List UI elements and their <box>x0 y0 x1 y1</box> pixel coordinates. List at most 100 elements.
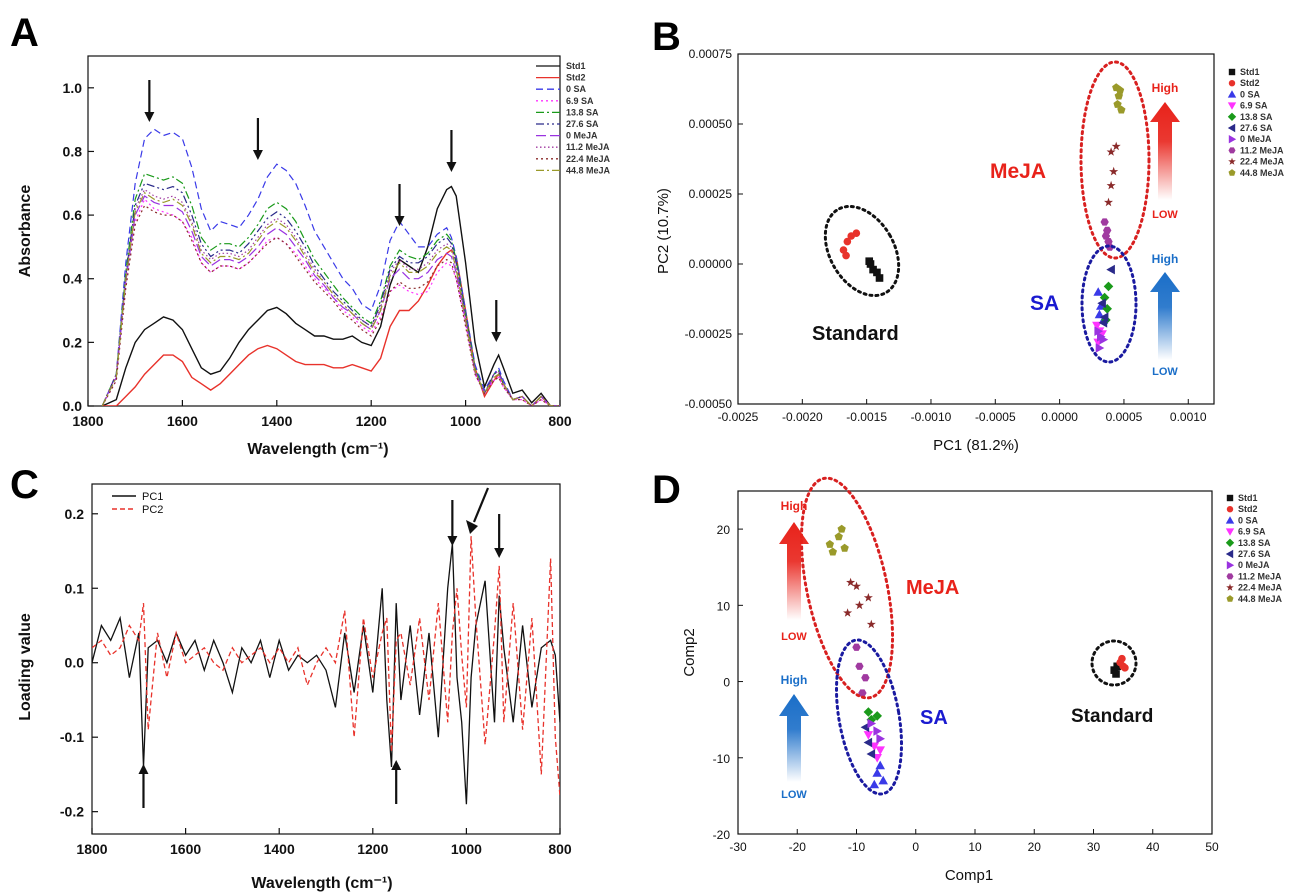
panel-d-xtick-label: 40 <box>1146 840 1160 854</box>
high-label-red: High <box>1152 81 1179 95</box>
panel-d-legend-label: 44.8 MeJA <box>1238 594 1283 604</box>
panel-c-arrow-down-icon <box>494 548 505 558</box>
panel-b-ytick-label: -0.00050 <box>685 397 733 411</box>
panel-b-frame <box>737 53 1215 405</box>
panel-d-legend-marker <box>1226 573 1234 580</box>
increase-arrow-red-icon-d <box>779 522 809 620</box>
panel-d-point <box>840 543 849 552</box>
panel-c-frame <box>91 483 561 835</box>
panel-b-point <box>1099 292 1110 303</box>
panel-b-legend-marker <box>1228 157 1236 165</box>
panel-b-xtick-label: -0.0015 <box>846 410 887 424</box>
panel-d-frame <box>737 490 1213 835</box>
panel-a-legend-label: 44.8 MeJA <box>566 165 611 175</box>
panel-b-point <box>1103 281 1114 292</box>
panel-d-xtick-label: 0 <box>912 840 919 854</box>
panel-d-xtick-label: -20 <box>789 840 807 854</box>
panel-a-legend-label: Std2 <box>566 73 586 83</box>
panel-b-legend-marker <box>1227 90 1237 98</box>
panel-a-arrow-down-icon <box>446 162 457 172</box>
standard-label-d: Standard <box>1071 706 1153 727</box>
panel-d-point <box>825 540 834 548</box>
panel-b-xtick-label: 0.0000 <box>1041 410 1078 424</box>
panel-b-point <box>1106 147 1116 156</box>
panel-letter-a: A <box>10 11 39 55</box>
panel-b-point <box>1104 197 1113 207</box>
panel-b-point <box>843 237 852 246</box>
high-label-red-d: High <box>781 499 808 513</box>
panel-b-legend-label: 27.6 SA <box>1240 123 1273 133</box>
panel-d-point <box>866 619 876 629</box>
mejja-label: MeJA <box>990 160 1046 183</box>
panel-a-arrow-down-icon <box>394 216 405 226</box>
panel-d-legend-label: 6.9 SA <box>1238 527 1266 537</box>
panel-c-xtick-label: 800 <box>548 841 572 857</box>
panel-a-series-line <box>102 249 560 406</box>
panel-a-ytick-label: 0.0 <box>63 398 83 414</box>
panel-c-xtick-label: 1400 <box>264 841 295 857</box>
panel-c-ytick-label: 0.2 <box>65 506 85 522</box>
low-label-red-d: LOW <box>781 631 807 643</box>
panel-b-point <box>1094 326 1103 336</box>
panel-a-frame <box>87 55 561 407</box>
panel-b-point <box>1099 334 1109 345</box>
increase-arrow-blue-icon <box>1150 272 1180 360</box>
panel-d-legend-marker <box>1226 506 1234 513</box>
panel-d-legend-label: 0 SA <box>1238 515 1259 525</box>
panel-c-arrow-slanted-icon <box>466 520 478 534</box>
panel-b-legend-marker <box>1227 123 1236 133</box>
high-label-blue: High <box>1152 252 1179 266</box>
panel-b-ylabel: PC2 (10.7%) <box>655 188 672 274</box>
panel-c-arrow-up-icon <box>138 764 149 774</box>
panel-d-ytick-label: 10 <box>717 599 731 613</box>
panel-d-point <box>878 775 888 785</box>
panel-d-ytick-label: 20 <box>717 523 731 537</box>
panel-d-point <box>854 600 864 610</box>
low-label-blue: LOW <box>1152 366 1178 378</box>
panel-a-ytick-label: 0.8 <box>63 143 83 159</box>
panel-b-legend-marker <box>1228 135 1237 144</box>
panel-c-xlabel: Wavelength (cm⁻¹) <box>251 875 392 892</box>
panel-b-point <box>1095 343 1105 353</box>
panel-b-pca: -0.0025 -0.0020 -0.0015 -0.0010 -0.0005 0.000… <box>655 47 1285 454</box>
panel-c-ytick-label: 0.0 <box>65 655 85 671</box>
panel-d-xtick-label: 20 <box>1028 840 1042 854</box>
panel-b-point <box>842 251 850 260</box>
panel-a-xtick-label: 1200 <box>356 413 387 429</box>
panel-b-point <box>873 268 881 277</box>
panel-d-legend-marker <box>1225 516 1235 524</box>
panel-b-annotations: Standard MeJA SA High LOW High LOW <box>812 60 1180 378</box>
panel-a-series-line <box>101 198 560 406</box>
panel-b-ytick-label: 0.00075 <box>689 47 733 61</box>
panel-d-ytick-label: -10 <box>713 752 731 766</box>
panel-d-point <box>855 662 864 670</box>
standard-cluster-ellipse-d <box>1090 639 1138 687</box>
panel-d-pls: -30 -20 -10 0 10 20 30 40 50-20-1001020Comp1Comp… <box>681 490 1283 884</box>
panel-letter-d: D <box>652 468 681 512</box>
panel-d-legend-label: 0 MeJA <box>1238 560 1270 570</box>
panel-d-point <box>846 577 856 587</box>
panel-a-series-line <box>101 182 560 406</box>
panel-b-point <box>1109 166 1119 176</box>
panel-d-legend-marker <box>1226 561 1235 570</box>
panel-a-legend-label: 13.8 SA <box>566 107 599 117</box>
panel-d-legend-label: 11.2 MeJA <box>1238 571 1282 581</box>
panel-a-series-line <box>101 191 560 406</box>
panel-b-legend-label: 44.8 MeJA <box>1240 168 1285 178</box>
panel-b-legend-label: 22.4 MeJA <box>1240 157 1285 167</box>
panel-d-point <box>861 674 870 682</box>
panel-c-xtick-label: 1000 <box>451 841 482 857</box>
mejja-label-d: MeJA <box>906 577 959 599</box>
panel-b-legend-label: 0 SA <box>1240 89 1261 99</box>
panel-d-point <box>876 733 885 744</box>
low-label-red: LOW <box>1152 209 1178 221</box>
panel-b-xtick-label: -0.0020 <box>782 410 823 424</box>
panel-b-legend-marker <box>1227 102 1237 110</box>
panel-d-point <box>852 643 861 651</box>
panel-d-legend-marker <box>1226 583 1234 591</box>
panel-d-point <box>869 779 880 789</box>
mejja-cluster-ellipse <box>1079 60 1151 260</box>
panel-d-point <box>872 768 882 777</box>
panel-b-legend-marker <box>1227 112 1237 121</box>
panel-c-series-line <box>92 543 560 805</box>
